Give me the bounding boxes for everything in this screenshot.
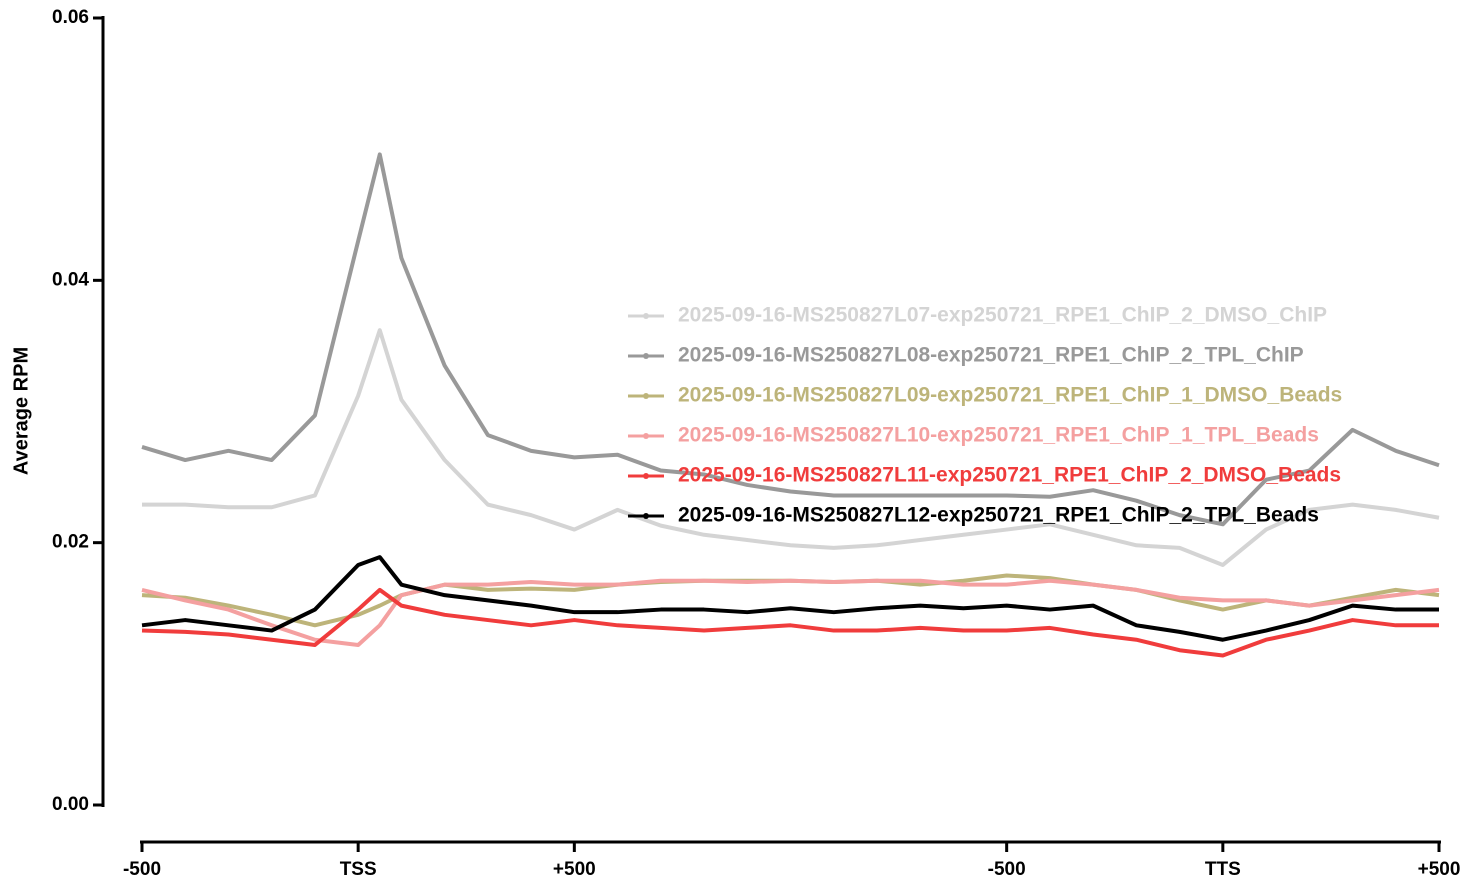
legend-marker	[643, 473, 649, 479]
x-tick-label: -500	[988, 859, 1026, 880]
x-tick-label: TTS	[1205, 859, 1241, 880]
legend-marker	[643, 433, 649, 439]
series-line	[141, 152, 1440, 527]
y-tick-label: 0.02	[52, 532, 89, 553]
series-line	[141, 578, 1440, 647]
y-tick-label: 0.04	[52, 269, 89, 290]
legend-marker	[643, 393, 649, 399]
legend-marker	[643, 513, 649, 519]
y-axis-label: Average RPM	[10, 347, 32, 475]
legend-label: 2025-09-16-MS250827L08-exp250721_RPE1_Ch…	[678, 344, 1304, 367]
series-line	[141, 587, 1439, 658]
legend-label: 2025-09-16-MS250827L12-exp250721_RPE1_Ch…	[678, 504, 1319, 527]
series-line	[141, 555, 1439, 642]
legend-label: 2025-09-16-MS250827L09-exp250721_RPE1_Ch…	[678, 384, 1342, 407]
x-tick-label: TSS	[340, 859, 377, 880]
y-tick-label: 0.00	[52, 794, 89, 815]
legend-label: 2025-09-16-MS250827L11-exp250721_RPE1_Ch…	[678, 464, 1341, 487]
x-tick-label: -500	[123, 859, 161, 880]
legend-marker	[643, 353, 649, 359]
legend-marker	[643, 313, 649, 319]
x-tick-label: +500	[1418, 859, 1461, 880]
x-tick-label: +500	[553, 859, 596, 880]
y-tick-label: 0.06	[52, 7, 89, 28]
legend-label: 2025-09-16-MS250827L07-exp250721_RPE1_Ch…	[678, 304, 1327, 327]
legend-label: 2025-09-16-MS250827L10-exp250721_RPE1_Ch…	[678, 424, 1319, 447]
series-line	[142, 328, 1440, 567]
